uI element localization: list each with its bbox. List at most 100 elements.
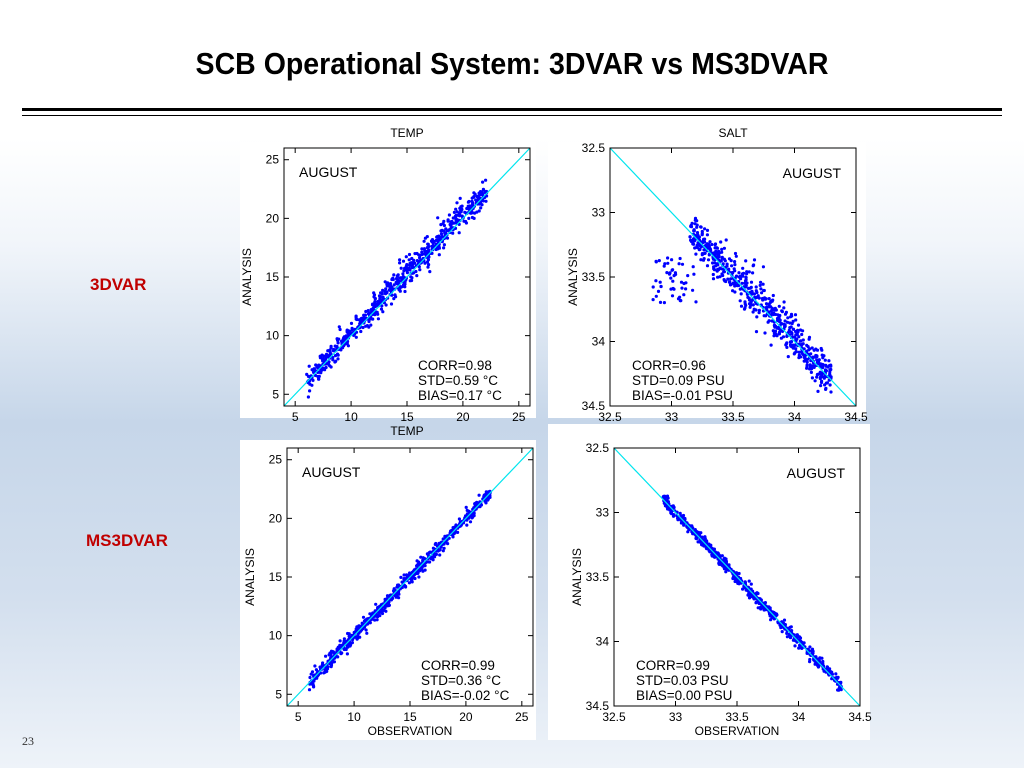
- data-point: [658, 280, 662, 284]
- data-point: [765, 308, 769, 312]
- x-tick-label: 33: [665, 410, 679, 424]
- data-point: [427, 263, 431, 267]
- x-tick-label: 34.5: [848, 710, 872, 724]
- data-point: [767, 302, 771, 306]
- data-point: [338, 327, 342, 332]
- y-tick-label: 20: [269, 511, 283, 525]
- data-point: [700, 233, 704, 237]
- data-point: [402, 284, 406, 288]
- data-point: [331, 358, 335, 362]
- stat-line: BIAS=-0.01 PSU: [632, 388, 733, 403]
- data-point: [724, 570, 728, 574]
- x-tick-label: 15: [403, 710, 417, 724]
- data-point: [670, 258, 674, 262]
- data-point: [785, 334, 789, 338]
- data-point: [711, 277, 716, 281]
- data-point: [773, 312, 778, 316]
- data-point: [402, 269, 406, 273]
- data-point: [769, 309, 773, 313]
- data-point: [670, 294, 675, 298]
- data-point: [793, 351, 797, 355]
- data-point: [320, 663, 324, 667]
- data-point: [816, 372, 820, 376]
- data-point: [686, 274, 690, 278]
- data-point: [834, 672, 838, 676]
- data-point: [797, 350, 801, 354]
- month-annotation: AUGUST: [302, 464, 361, 480]
- data-point: [385, 291, 389, 295]
- data-point: [757, 296, 761, 300]
- data-point: [827, 364, 832, 368]
- data-point: [389, 598, 393, 602]
- data-point: [404, 264, 408, 268]
- data-point: [817, 358, 821, 362]
- data-point: [362, 313, 366, 317]
- data-point: [409, 275, 413, 279]
- data-point: [365, 324, 369, 328]
- data-point: [770, 299, 774, 303]
- data-point: [800, 332, 804, 337]
- data-point: [347, 632, 351, 636]
- data-point: [671, 514, 676, 518]
- data-point: [328, 348, 332, 352]
- data-point: [802, 641, 806, 645]
- data-point: [791, 327, 796, 331]
- data-point: [724, 238, 728, 242]
- data-point: [819, 346, 823, 351]
- data-point: [392, 273, 396, 277]
- data-point: [306, 395, 310, 399]
- data-point: [699, 225, 703, 229]
- stat-line: STD=0.59 °C: [418, 373, 498, 388]
- data-point: [311, 684, 316, 688]
- data-point: [707, 542, 711, 546]
- y-axis-label: ANALYSIS: [570, 548, 584, 606]
- data-point: [690, 221, 694, 225]
- data-point: [743, 302, 747, 306]
- data-point: [654, 279, 658, 283]
- stat-line: CORR=0.96: [632, 358, 706, 373]
- data-point: [440, 234, 444, 239]
- x-tick-label: 34: [792, 710, 806, 724]
- month-annotation: AUGUST: [787, 465, 846, 481]
- data-point: [391, 277, 395, 282]
- data-point: [349, 321, 354, 325]
- x-tick-label: 25: [515, 710, 529, 724]
- data-point: [426, 258, 430, 262]
- data-point: [809, 367, 813, 371]
- data-point: [392, 587, 396, 591]
- data-point: [313, 664, 317, 668]
- data-point: [437, 234, 441, 238]
- data-point: [378, 614, 382, 618]
- data-point: [336, 357, 340, 361]
- data-point: [793, 644, 797, 648]
- data-point: [783, 312, 788, 316]
- x-tick-label: 5: [292, 410, 299, 424]
- data-point: [785, 631, 789, 636]
- data-point: [411, 265, 416, 269]
- data-point: [408, 279, 412, 283]
- data-point: [668, 508, 672, 512]
- data-point: [377, 294, 382, 298]
- data-point: [757, 308, 762, 312]
- data-point: [763, 296, 767, 300]
- data-point: [465, 523, 469, 527]
- data-point: [786, 316, 790, 320]
- data-point: [688, 235, 692, 239]
- data-point: [747, 591, 751, 596]
- data-point: [752, 292, 757, 296]
- data-point: [722, 557, 726, 561]
- data-point: [678, 256, 682, 261]
- y-tick-label: 10: [269, 629, 283, 643]
- data-point: [380, 298, 384, 302]
- panel-background: [548, 424, 870, 740]
- data-point: [737, 271, 741, 275]
- data-point: [401, 272, 405, 276]
- data-point: [719, 240, 723, 244]
- data-point: [789, 344, 793, 348]
- data-point: [663, 262, 667, 266]
- data-point: [720, 250, 724, 254]
- data-point: [695, 536, 699, 540]
- data-point: [771, 293, 775, 298]
- data-point: [744, 275, 748, 279]
- data-point: [467, 516, 471, 520]
